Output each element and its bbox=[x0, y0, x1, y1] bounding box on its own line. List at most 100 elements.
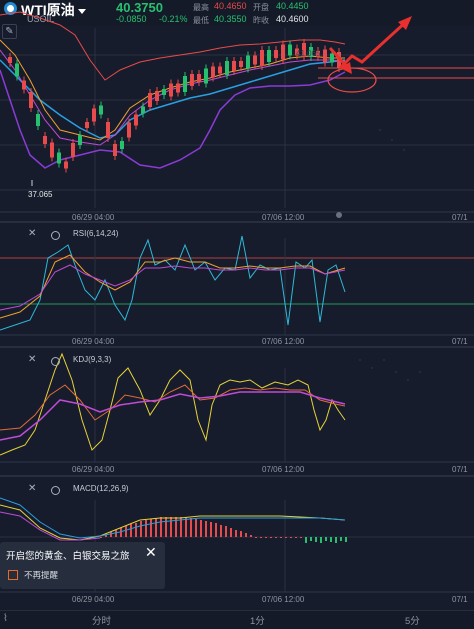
prev-close-value: 40.4600 bbox=[276, 14, 309, 24]
macd-bar bbox=[270, 537, 272, 538]
symbol-name: WTI原油 bbox=[21, 2, 75, 18]
ma-blue-line bbox=[0, 59, 346, 139]
macd-bar bbox=[290, 537, 292, 538]
rsi24-line bbox=[0, 264, 346, 311]
toast-close-icon[interactable]: ✕ bbox=[145, 544, 157, 560]
candle-body bbox=[330, 53, 334, 63]
high-price-marker: 41.065 bbox=[296, 49, 321, 58]
crosshair-handle bbox=[336, 212, 342, 218]
candle-body bbox=[267, 50, 271, 62]
candle-body bbox=[246, 55, 250, 69]
macd-bar bbox=[110, 532, 112, 537]
macd-bar bbox=[250, 535, 252, 537]
macd-time-label-1: 06/29 04:00 bbox=[72, 595, 115, 604]
rsi-time-label-1: 06/29 04:00 bbox=[72, 337, 115, 346]
macd-bar bbox=[280, 537, 282, 538]
rsi-time-label-2: 07/06 12:00 bbox=[262, 337, 305, 346]
macd-bar bbox=[345, 537, 347, 542]
open-label: 开盘 bbox=[253, 3, 269, 12]
macd-bar bbox=[205, 521, 207, 537]
kdj-time-label-2: 07/06 12:00 bbox=[262, 465, 305, 474]
main-time-label-2: 07/06 12:00 bbox=[262, 213, 305, 222]
rsi-time-label-3: 07/1 bbox=[452, 337, 468, 346]
candle-body bbox=[99, 105, 103, 115]
high-label: 最高 bbox=[193, 3, 209, 12]
last-price: 40.3750 bbox=[116, 0, 163, 15]
macd-bar bbox=[215, 523, 217, 537]
candle-body bbox=[127, 122, 131, 138]
main-time-label-3: 07/1 bbox=[452, 213, 468, 222]
candle-body bbox=[8, 57, 12, 63]
candle-body bbox=[295, 48, 299, 56]
candle-body bbox=[134, 114, 138, 126]
candle-body bbox=[316, 51, 320, 57]
candle-body bbox=[309, 47, 313, 57]
macd-bar bbox=[275, 537, 277, 538]
macd-dea-line bbox=[0, 497, 346, 539]
candle-body bbox=[43, 136, 47, 144]
candle-body bbox=[239, 61, 243, 67]
macd-bar bbox=[195, 519, 197, 537]
macd-bar bbox=[320, 537, 322, 543]
macd-bar bbox=[235, 530, 237, 537]
kdj-settings-gear-icon[interactable] bbox=[51, 357, 60, 366]
macd-bar bbox=[255, 537, 257, 538]
macd-title: MACD(12,26,9) bbox=[73, 484, 129, 493]
macd-settings-gear-icon[interactable] bbox=[51, 486, 60, 495]
macd-bar bbox=[175, 517, 177, 537]
candle-body bbox=[141, 106, 145, 114]
quote-header: WTI原油 USOIL 40.3750 -0.0850 -0.21% 最高 40… bbox=[0, 0, 474, 26]
macd-bar bbox=[335, 537, 337, 543]
kdj-j-line bbox=[0, 352, 346, 456]
ma-orange-line bbox=[0, 39, 345, 141]
candle-body bbox=[92, 108, 96, 122]
candle-body bbox=[225, 61, 229, 75]
low-price-marker: 37.065 bbox=[28, 190, 53, 199]
dont-remind-label: 不再提醒 bbox=[24, 570, 59, 580]
macd-bar bbox=[185, 517, 187, 537]
candle-body bbox=[155, 91, 159, 101]
candle-body bbox=[50, 142, 54, 158]
symbol-selector[interactable]: WTI原油 bbox=[21, 0, 86, 20]
macd-bar bbox=[260, 537, 262, 538]
prev-close-label: 昨收 bbox=[253, 16, 269, 25]
instrument-logo-icon bbox=[4, 2, 17, 15]
rsi6-line bbox=[0, 235, 346, 331]
macd-bar bbox=[225, 526, 227, 537]
indicator-toggle-icon[interactable]: ⌇ bbox=[3, 613, 8, 624]
draw-tool-button[interactable]: ✎ bbox=[2, 24, 17, 39]
close-rsi-icon[interactable]: ✕ bbox=[28, 228, 37, 239]
candle-body bbox=[253, 55, 257, 65]
background-pattern bbox=[358, 128, 422, 382]
macd-time-label-2: 07/06 12:00 bbox=[262, 595, 305, 604]
macd-bar bbox=[135, 523, 137, 537]
close-kdj-icon[interactable]: ✕ bbox=[28, 354, 37, 365]
kdj-d-line bbox=[0, 391, 346, 441]
macd-extra-line bbox=[0, 511, 101, 541]
macd-bar bbox=[310, 537, 312, 541]
macd-bar bbox=[210, 522, 212, 537]
kdj-time-label-1: 06/29 04:00 bbox=[72, 465, 115, 474]
candle-body bbox=[120, 141, 124, 149]
close-macd-icon[interactable]: ✕ bbox=[28, 483, 37, 494]
candle-body bbox=[36, 114, 40, 126]
rsi-settings-gear-icon[interactable] bbox=[51, 231, 60, 240]
macd-bar bbox=[330, 537, 332, 542]
tab-5min[interactable]: 5分 bbox=[405, 616, 420, 627]
dont-remind-checkbox[interactable] bbox=[8, 570, 18, 580]
candle-body bbox=[22, 80, 26, 90]
main-time-label-1: 06/29 04:00 bbox=[72, 213, 115, 222]
macd-dif-line bbox=[0, 504, 346, 541]
bollinger-upper-line bbox=[0, 11, 346, 81]
toast-text: 开启您的黄金、白银交易之旅 bbox=[6, 551, 130, 562]
tab-1min[interactable]: 1分 bbox=[250, 616, 265, 627]
low-label: 最低 bbox=[193, 16, 209, 25]
bollinger-lower-line bbox=[0, 69, 346, 169]
kdj-k-line bbox=[0, 384, 346, 431]
tab-timeshare[interactable]: 分时 bbox=[92, 616, 112, 627]
macd-bar bbox=[145, 520, 147, 537]
candle-body bbox=[148, 93, 152, 107]
candle-body bbox=[260, 50, 264, 66]
macd-bar bbox=[115, 530, 117, 537]
